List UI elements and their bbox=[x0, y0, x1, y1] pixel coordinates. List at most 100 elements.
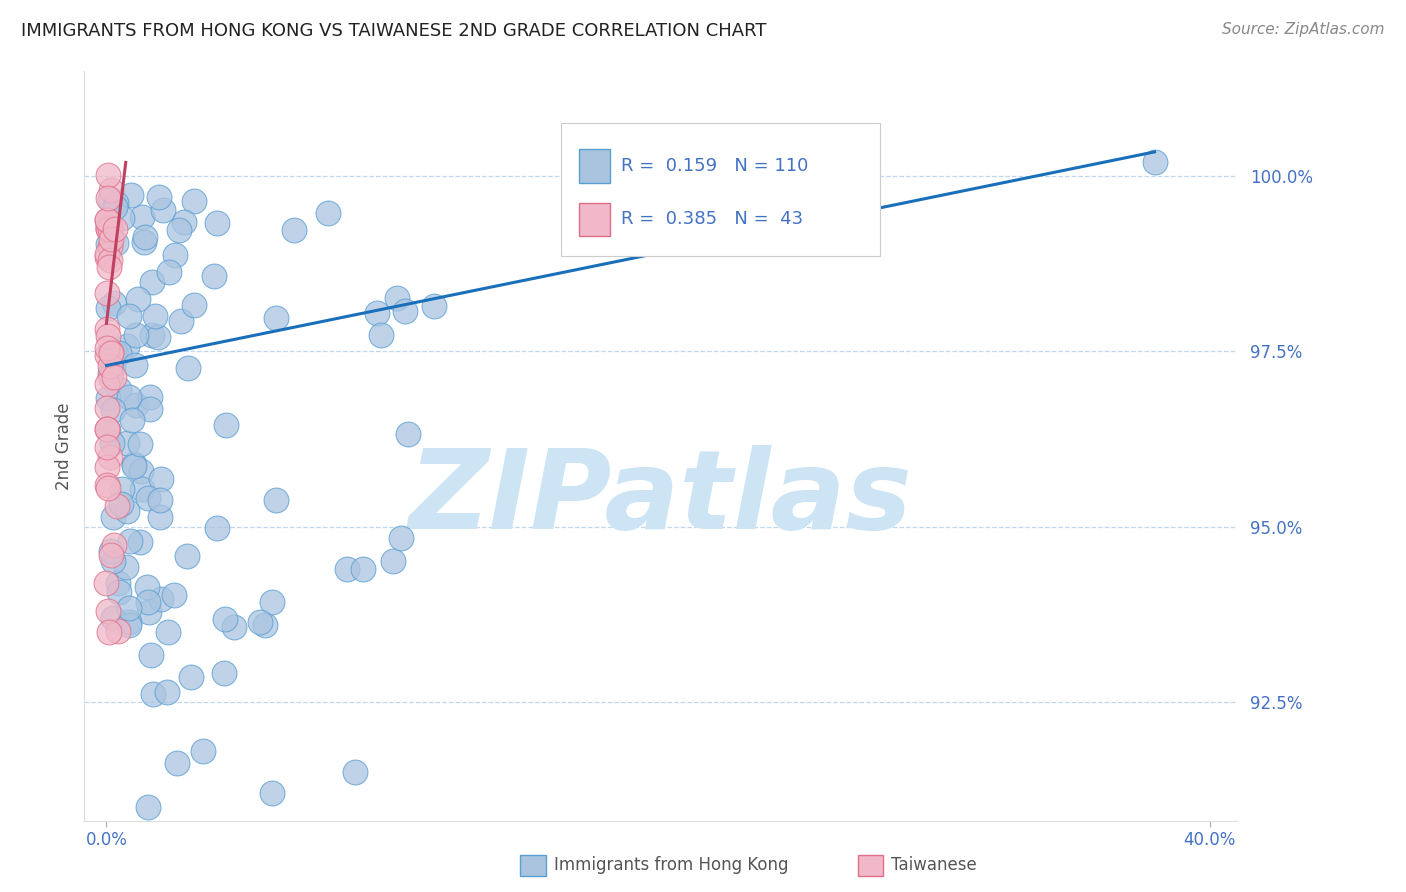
Point bbox=[101, 359, 124, 374]
Point bbox=[173, 215, 195, 229]
Point bbox=[111, 211, 134, 225]
Point bbox=[97, 391, 120, 405]
Point bbox=[107, 575, 129, 590]
Point bbox=[136, 595, 159, 609]
Point bbox=[120, 187, 142, 202]
Point bbox=[138, 390, 160, 404]
Point bbox=[98, 222, 121, 236]
Point bbox=[97, 603, 120, 617]
Point bbox=[98, 366, 121, 380]
Point bbox=[96, 422, 118, 436]
Point bbox=[117, 435, 139, 450]
Point bbox=[104, 201, 127, 215]
Y-axis label: 2nd Grade: 2nd Grade bbox=[55, 402, 73, 490]
Point bbox=[191, 743, 214, 757]
Point bbox=[105, 196, 128, 211]
Point bbox=[249, 615, 271, 629]
Point bbox=[131, 464, 153, 478]
Point bbox=[177, 360, 200, 375]
Point bbox=[152, 202, 174, 217]
Point bbox=[202, 268, 225, 283]
Point bbox=[131, 210, 153, 224]
Point bbox=[122, 458, 145, 472]
Point bbox=[157, 265, 180, 279]
Point bbox=[96, 376, 118, 391]
Text: Immigrants from Hong Kong: Immigrants from Hong Kong bbox=[554, 856, 789, 874]
Point bbox=[100, 544, 122, 558]
Point bbox=[260, 786, 283, 800]
Point bbox=[98, 192, 121, 206]
Point bbox=[96, 247, 118, 261]
Point bbox=[97, 423, 120, 437]
Point bbox=[138, 605, 160, 619]
Point bbox=[149, 492, 172, 507]
Point bbox=[136, 491, 159, 505]
Point bbox=[343, 764, 366, 779]
Point bbox=[149, 509, 172, 524]
Text: R =  0.159   N = 110: R = 0.159 N = 110 bbox=[621, 157, 808, 176]
Point bbox=[129, 535, 152, 549]
Point bbox=[98, 359, 121, 373]
Point bbox=[167, 223, 190, 237]
Point bbox=[97, 191, 120, 205]
Point bbox=[264, 310, 287, 325]
Point bbox=[97, 220, 120, 235]
Point bbox=[264, 492, 287, 507]
Point bbox=[118, 534, 141, 549]
Point bbox=[96, 440, 118, 454]
Point bbox=[98, 252, 121, 267]
Point bbox=[118, 390, 141, 404]
Point bbox=[97, 329, 120, 343]
Point bbox=[283, 223, 305, 237]
Point bbox=[96, 575, 118, 590]
Point bbox=[336, 562, 359, 576]
Point bbox=[212, 666, 235, 681]
Point bbox=[108, 346, 131, 360]
Point bbox=[214, 612, 236, 626]
Point bbox=[141, 648, 163, 662]
Point bbox=[128, 437, 150, 451]
Point bbox=[107, 624, 129, 639]
Point bbox=[183, 298, 205, 312]
Point bbox=[101, 509, 124, 524]
Point bbox=[148, 330, 170, 344]
Point bbox=[262, 595, 284, 609]
Point bbox=[136, 580, 159, 594]
Point bbox=[122, 458, 145, 473]
Text: Taiwanese: Taiwanese bbox=[891, 856, 977, 874]
Point bbox=[132, 235, 155, 249]
Point bbox=[180, 670, 202, 684]
Text: ZIPatlas: ZIPatlas bbox=[409, 445, 912, 552]
Point bbox=[138, 401, 160, 416]
Point bbox=[118, 617, 141, 632]
Point bbox=[97, 236, 120, 251]
Point bbox=[101, 403, 124, 417]
Point bbox=[98, 260, 121, 274]
Point bbox=[101, 436, 124, 450]
Point bbox=[96, 321, 118, 335]
Point bbox=[156, 624, 179, 639]
Point bbox=[148, 190, 170, 204]
Point bbox=[98, 215, 121, 229]
Point bbox=[96, 478, 118, 492]
Point bbox=[103, 538, 125, 552]
Point bbox=[96, 401, 118, 415]
Point bbox=[170, 314, 193, 328]
Point bbox=[121, 413, 143, 427]
Point bbox=[163, 248, 186, 262]
Point bbox=[143, 309, 166, 323]
Point bbox=[103, 296, 125, 310]
Point bbox=[104, 235, 127, 250]
Point bbox=[96, 460, 118, 475]
Point bbox=[150, 591, 173, 606]
Point bbox=[222, 620, 245, 634]
Point bbox=[98, 369, 121, 384]
Text: Source: ZipAtlas.com: Source: ZipAtlas.com bbox=[1222, 22, 1385, 37]
Point bbox=[100, 346, 122, 360]
Point bbox=[423, 299, 446, 313]
Point bbox=[396, 427, 419, 442]
Point bbox=[96, 422, 118, 436]
Point bbox=[118, 600, 141, 615]
Point bbox=[105, 499, 128, 513]
Point bbox=[125, 398, 148, 412]
